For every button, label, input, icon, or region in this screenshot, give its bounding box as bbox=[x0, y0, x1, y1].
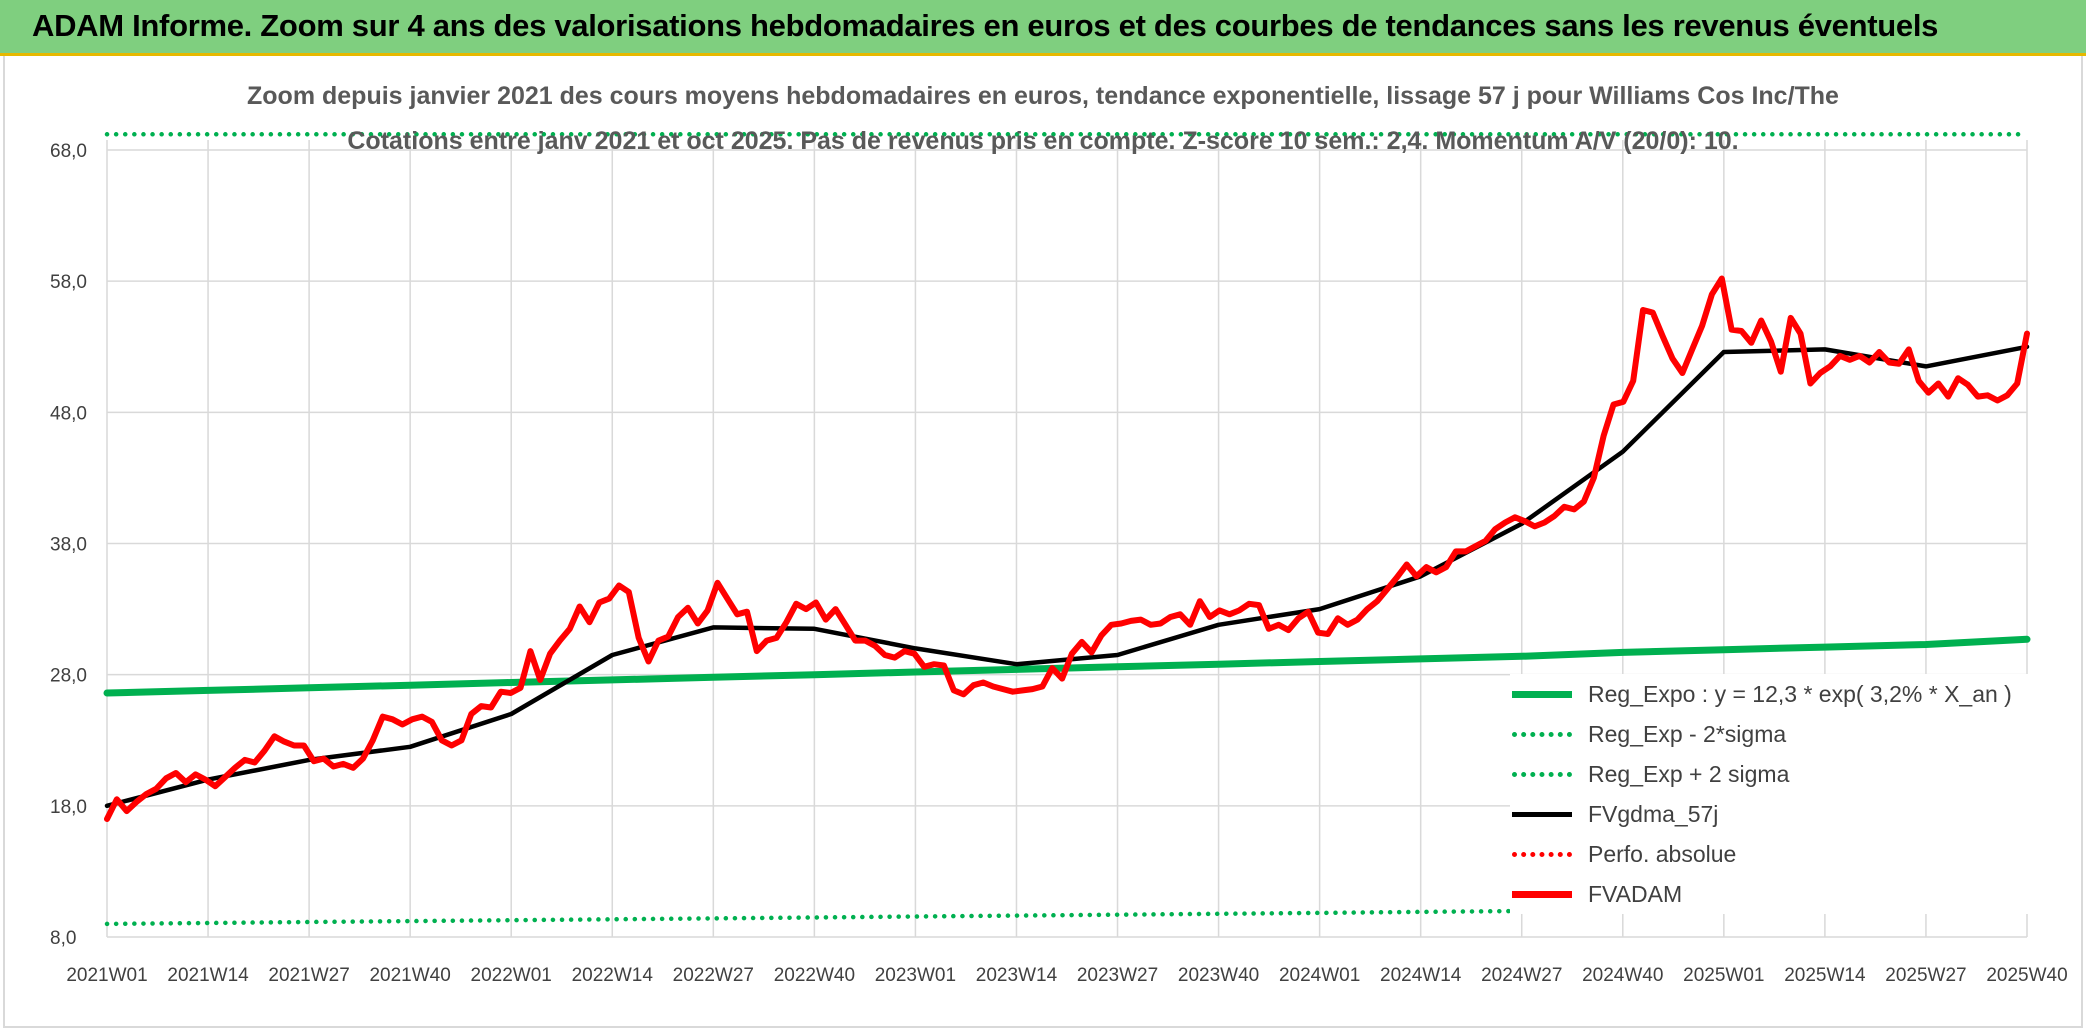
x-tick-label: 2024W27 bbox=[1481, 965, 1562, 986]
y-tick-label: 38,0 bbox=[50, 535, 87, 556]
y-axis-ticks: 8,0 18,0 28,0 38,0 48,0 58,0 68,0 bbox=[50, 141, 87, 949]
y-tick-label: 68,0 bbox=[50, 141, 87, 162]
legend-reg-plus-2sigma: Reg_Exp + 2 sigma bbox=[1510, 754, 2070, 794]
x-tick-label: 2023W14 bbox=[976, 965, 1058, 986]
x-tick-label: 2021W40 bbox=[369, 965, 450, 986]
x-tick-label: 2025W27 bbox=[1885, 965, 1966, 986]
x-tick-label: 2022W40 bbox=[774, 965, 855, 986]
y-tick-label: 48,0 bbox=[50, 403, 87, 424]
x-tick-label: 2024W40 bbox=[1582, 965, 1663, 986]
legend-label: Reg_Expo : y = 12,3 * exp( 3,2% * X_an ) bbox=[1588, 680, 2012, 707]
legend-swatch bbox=[1512, 851, 1572, 857]
chart-title: Zoom depuis janvier 2021 des cours moyen… bbox=[247, 82, 1839, 110]
x-tick-label: 2023W01 bbox=[875, 965, 956, 986]
legend-swatch bbox=[1512, 890, 1572, 898]
legend-swatch bbox=[1512, 771, 1572, 777]
legend-label: Reg_Exp + 2 sigma bbox=[1588, 760, 1790, 787]
x-tick-label: 2021W01 bbox=[66, 965, 147, 986]
chart-subtitle: Cotations entre janv 2021 et oct 2025. P… bbox=[347, 127, 1739, 155]
legend-swatch bbox=[1512, 731, 1572, 737]
legend-swatch bbox=[1512, 811, 1572, 817]
header-banner: ADAM Informe. Zoom sur 4 ans des valoris… bbox=[0, 0, 2086, 56]
legend-reg-expo: Reg_Expo : y = 12,3 * exp( 3,2% * X_an ) bbox=[1510, 674, 2070, 714]
legend-fvadam: FVADAM bbox=[1510, 874, 2070, 914]
legend-label: FVADAM bbox=[1588, 880, 1683, 907]
y-tick-label: 28,0 bbox=[50, 666, 87, 687]
x-tick-label: 2024W14 bbox=[1380, 965, 1462, 986]
x-tick-label: 2021W27 bbox=[268, 965, 349, 986]
y-tick-label: 8,0 bbox=[50, 928, 76, 949]
legend-perfo-absolue: Perfo. absolue bbox=[1510, 834, 2070, 874]
x-tick-label: 2022W01 bbox=[471, 965, 552, 986]
y-tick-label: 18,0 bbox=[50, 797, 87, 818]
x-tick-label: 2025W40 bbox=[1986, 965, 2067, 986]
x-tick-label: 2023W40 bbox=[1178, 965, 1259, 986]
legend-label: FVgdma_57j bbox=[1588, 800, 1719, 827]
legend-reg-minus-2sigma: Reg_Exp - 2*sigma bbox=[1510, 714, 2070, 754]
x-tick-label: 2022W27 bbox=[673, 965, 754, 986]
x-axis-ticks: 2021W01 2021W14 2021W27 2021W40 2022W01 2022W… bbox=[66, 965, 2067, 986]
legend-swatch bbox=[1512, 690, 1572, 698]
legend-label: Reg_Exp - 2*sigma bbox=[1588, 720, 1787, 747]
legend-label: Perfo. absolue bbox=[1588, 840, 1737, 867]
x-tick-label: 2023W27 bbox=[1077, 965, 1158, 986]
chart-legend: Reg_Expo : y = 12,3 * exp( 3,2% * X_an )… bbox=[1510, 674, 2070, 914]
report-title: ADAM Informe. Zoom sur 4 ans des valoris… bbox=[32, 8, 1939, 43]
y-tick-label: 58,0 bbox=[50, 272, 87, 293]
legend-fvgdma-57j: FVgdma_57j bbox=[1510, 794, 2070, 834]
x-tick-label: 2024W01 bbox=[1279, 965, 1360, 986]
x-tick-label: 2025W14 bbox=[1784, 965, 1866, 986]
chart-frame bbox=[3, 56, 2083, 1028]
x-tick-label: 2022W14 bbox=[572, 965, 654, 986]
x-tick-label: 2021W14 bbox=[167, 965, 249, 986]
fvadam-price-line bbox=[104, 275, 2030, 822]
x-tick-label: 2025W01 bbox=[1683, 965, 1764, 986]
